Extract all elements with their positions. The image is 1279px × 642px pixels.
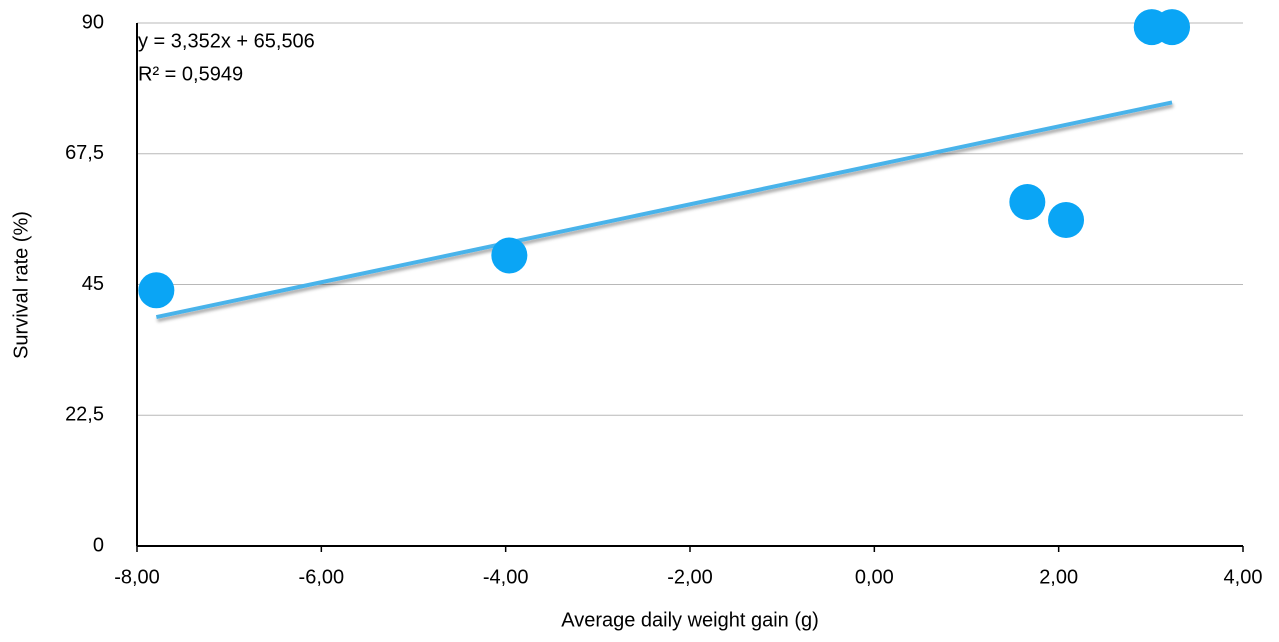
x-axis-title: Average daily weight gain (g) bbox=[561, 609, 819, 631]
x-tick-label: 0,00 bbox=[855, 566, 894, 588]
annotation: R² = 0,5949 bbox=[138, 63, 243, 85]
x-tick-label: 4,00 bbox=[1224, 566, 1263, 588]
y-tick-label: 22,5 bbox=[65, 404, 104, 426]
x-tick-label: -2,00 bbox=[667, 566, 713, 588]
y-axis-title: Survival rate (%) bbox=[10, 211, 32, 359]
x-tick-label: -8,00 bbox=[114, 566, 160, 588]
trendline bbox=[155, 100, 1173, 320]
point bbox=[1048, 201, 1085, 238]
y-tick-label: 45 bbox=[82, 273, 104, 295]
x-tick-label: 2,00 bbox=[1039, 566, 1078, 588]
y-tick-label: 67,5 bbox=[65, 142, 104, 164]
x-tick-label: -6,00 bbox=[299, 566, 345, 588]
point bbox=[138, 272, 175, 309]
y-tick-label: 0 bbox=[93, 534, 104, 556]
point bbox=[1009, 183, 1046, 220]
x-tick-label: -4,00 bbox=[483, 566, 529, 588]
point bbox=[1154, 9, 1191, 46]
annotation: y = 3,352x + 65,506 bbox=[138, 30, 315, 52]
point bbox=[491, 237, 528, 274]
y-tick-label: 90 bbox=[82, 11, 104, 33]
